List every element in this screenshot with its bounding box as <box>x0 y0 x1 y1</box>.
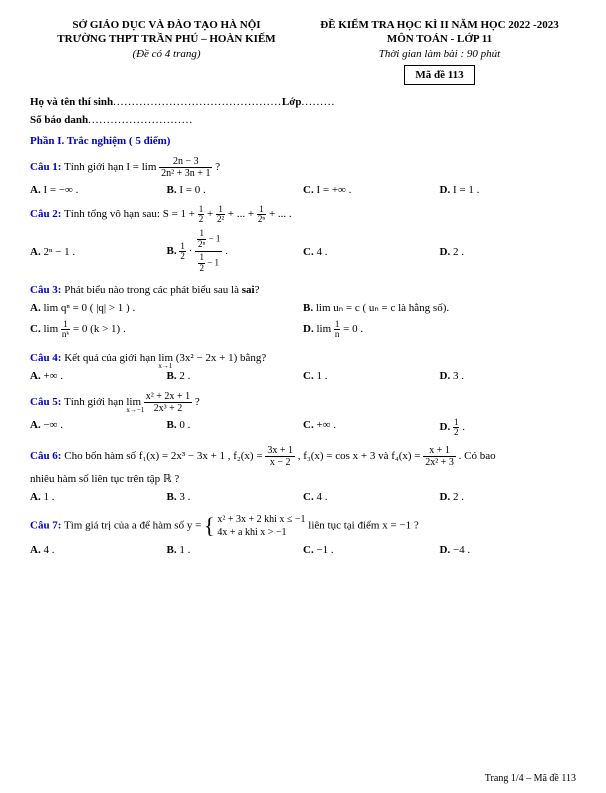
q5-lim: lim x→−1 <box>126 395 141 409</box>
q7-opt-a: A. 4 . <box>30 543 167 557</box>
student-name-line: Họ và tên thí sinh......................… <box>30 95 576 109</box>
page-footer: Trang 1/4 – Mã đề 113 <box>485 772 576 785</box>
q6-opt-b: B. 3 . <box>167 490 304 504</box>
q6-opt-d: D. 2 . <box>440 490 577 504</box>
q1-options: A. I = −∞ . B. I = 0 . C. I = +∞ . D. I … <box>30 183 576 197</box>
class-dots: ......... <box>301 96 335 108</box>
q2-opt-b: B. 12 · 12ⁿ − 1 12 − 1 . <box>167 228 304 275</box>
exam-title: ĐỀ KIỂM TRA HỌC KÌ II NĂM HỌC 2022 -2023 <box>303 18 576 32</box>
exam-code: Mã đề 113 <box>404 65 474 85</box>
pages-note: (Đề có 4 trang) <box>30 47 303 61</box>
school: TRƯỜNG THPT TRẦN PHÚ – HOÀN KIẾM <box>30 32 303 46</box>
q1-opt-d: D. I = 1 . <box>440 183 577 197</box>
name-label: Họ và tên thí sinh <box>30 96 113 108</box>
q2-tag: Câu 2: <box>30 208 61 220</box>
q6-opt-c: C. 4 . <box>303 490 440 504</box>
q6-text-b: , f₃(x) = cos x + 3 và f₄(x) = <box>298 450 424 462</box>
q3-sai: sai <box>242 284 255 296</box>
q2-frac1: 12 <box>198 205 205 224</box>
q7-text-b: liên tục tại điểm x = −1 ? <box>308 519 418 531</box>
question-3: Câu 3: Phát biểu nào trong các phát biểu… <box>30 283 576 297</box>
q5-text: Tính giới hạn <box>61 396 126 408</box>
q6-options: A. 1 . B. 3 . C. 4 . D. 2 . <box>30 490 576 504</box>
class-label: Lớp <box>282 96 302 108</box>
q1-fraction: 2n − 32n² + 3n + 1 <box>159 156 212 179</box>
q4-expr: (3x² − 2x + 1) <box>176 352 238 364</box>
q7-options: A. 4 . B. 1 . C. −1 . D. −4 . <box>30 543 576 557</box>
question-5: Câu 5: Tính giới hạn lim x→−1 x² + 2x + … <box>30 391 576 414</box>
q7-piecewise: { x² + 3x + 2 khi x ≤ −1 4x + a khi x > … <box>204 513 306 539</box>
q2-text: Tính tổng vô hạn sau: S = 1 + <box>61 208 197 220</box>
q5-opt-b: B. 0 . <box>167 418 304 437</box>
q4-text-end: bằng? <box>237 352 266 364</box>
question-4: Câu 4: Kết quả của giới hạn lim x→1 (3x²… <box>30 351 576 365</box>
q3-options: A. lim qⁿ = 0 ( |q| > 1 ) . B. lim uₙ = … <box>30 301 576 342</box>
q5-opt-d: D. 12 . <box>440 418 577 437</box>
q5-q: ? <box>195 396 200 408</box>
q6-text-d: nhiêu hàm số liên tục trên tập ℝ ? <box>30 472 576 486</box>
exam-page: SỞ GIÁO DỤC VÀ ĐÀO TẠO HÀ NỘI TRƯỜNG THP… <box>0 0 606 793</box>
q4-tag: Câu 4: <box>30 352 61 364</box>
q1-opt-b: B. I = 0 . <box>167 183 304 197</box>
q1-text: Tính giới hạn I = lim <box>61 161 156 173</box>
subject: MÔN TOÁN - LỚP 11 <box>303 32 576 46</box>
q5-options: A. −∞ . B. 0 . C. +∞ . D. 12 . <box>30 418 576 437</box>
q2-opt-a: A. 2ⁿ − 1 . <box>30 245 167 259</box>
question-2: Câu 2: Tính tổng vô hạn sau: S = 1 + 12 … <box>30 205 576 224</box>
q7-opt-b: B. 1 . <box>167 543 304 557</box>
dept: SỞ GIÁO DỤC VÀ ĐÀO TẠO HÀ NỘI <box>30 18 303 32</box>
header-right: ĐỀ KIỂM TRA HỌC KÌ II NĂM HỌC 2022 -2023… <box>303 18 576 85</box>
q4-options: A. +∞ . B. 2 . C. 1 . D. 3 . <box>30 369 576 383</box>
q3-tag: Câu 3: <box>30 284 61 296</box>
q6-opt-a: A. 1 . <box>30 490 167 504</box>
question-6: Câu 6: Cho bốn hàm số f₁(x) = 2x³ − 3x +… <box>30 445 576 486</box>
q4-lim: lim x→1 <box>158 351 173 365</box>
q1-opt-a: A. I = −∞ . <box>30 183 167 197</box>
q5-opt-a: A. −∞ . <box>30 418 167 437</box>
q4-opt-c: C. 1 . <box>303 369 440 383</box>
q5-tag: Câu 5: <box>30 396 61 408</box>
q4-opt-b: B. 2 . <box>167 369 304 383</box>
q4-opt-d: D. 3 . <box>440 369 577 383</box>
q2-frac2: 12² <box>216 205 225 224</box>
q5-opt-c: C. +∞ . <box>303 418 440 437</box>
q7-opt-c: C. −1 . <box>303 543 440 557</box>
q5-fraction: x² + 2x + 12x³ + 2 <box>144 391 192 414</box>
q1-tag: Câu 1: <box>30 161 61 173</box>
q7-text-a: Tìm giá trị của a để hàm số y = <box>61 519 204 531</box>
header: SỞ GIÁO DỤC VÀ ĐÀO TẠO HÀ NỘI TRƯỜNG THP… <box>30 18 576 85</box>
question-7: Câu 7: Tìm giá trị của a để hàm số y = {… <box>30 513 576 539</box>
id-label: Số báo danh <box>30 114 88 126</box>
q1-text-end: ? <box>215 161 220 173</box>
student-id-line: Số báo danh............................ <box>30 113 576 127</box>
q3-opt-d: D. lim 1n = 0 . <box>303 320 576 339</box>
q7-tag: Câu 7: <box>30 519 61 531</box>
q2-fracn: 12ⁿ <box>257 205 266 224</box>
name-dots: ........................................… <box>113 96 282 108</box>
q3-opt-b: B. lim uₙ = c ( uₙ = c là hằng số). <box>303 301 576 315</box>
q6-text-c: . Có bao <box>459 450 496 462</box>
q2-options: A. 2ⁿ − 1 . B. 12 · 12ⁿ − 1 12 − 1 . C. … <box>30 228 576 275</box>
q2-opt-d: D. 2 . <box>440 245 577 259</box>
q7-opt-d: D. −4 . <box>440 543 577 557</box>
duration: Thời gian làm bài : 90 phút <box>303 47 576 61</box>
q1-opt-c: C. I = +∞ . <box>303 183 440 197</box>
q3-opt-c: C. lim 1nᵏ = 0 (k > 1) . <box>30 320 303 339</box>
id-dots: ............................ <box>88 114 193 126</box>
q6-text-a: Cho bốn hàm số f₁(x) = 2x³ − 3x + 1 , f₂… <box>61 450 265 462</box>
q3-text: Phát biểu nào trong các phát biểu sau là <box>61 284 241 296</box>
section-1-title: Phần I. Trắc nghiệm ( 5 điểm) <box>30 134 576 148</box>
q3-opt-a: A. lim qⁿ = 0 ( |q| > 1 ) . <box>30 301 303 315</box>
q6-tag: Câu 6: <box>30 450 61 462</box>
header-left: SỞ GIÁO DỤC VÀ ĐÀO TẠO HÀ NỘI TRƯỜNG THP… <box>30 18 303 85</box>
q6-f4: x + 12x² + 3 <box>423 445 456 468</box>
question-1: Câu 1: Tính giới hạn I = lim 2n − 32n² +… <box>30 156 576 179</box>
q6-f2: 3x + 1x − 2 <box>265 445 295 468</box>
q4-text: Kết quả của giới hạn <box>61 352 158 364</box>
q2-opt-c: C. 4 . <box>303 245 440 259</box>
q4-opt-a: A. +∞ . <box>30 369 167 383</box>
